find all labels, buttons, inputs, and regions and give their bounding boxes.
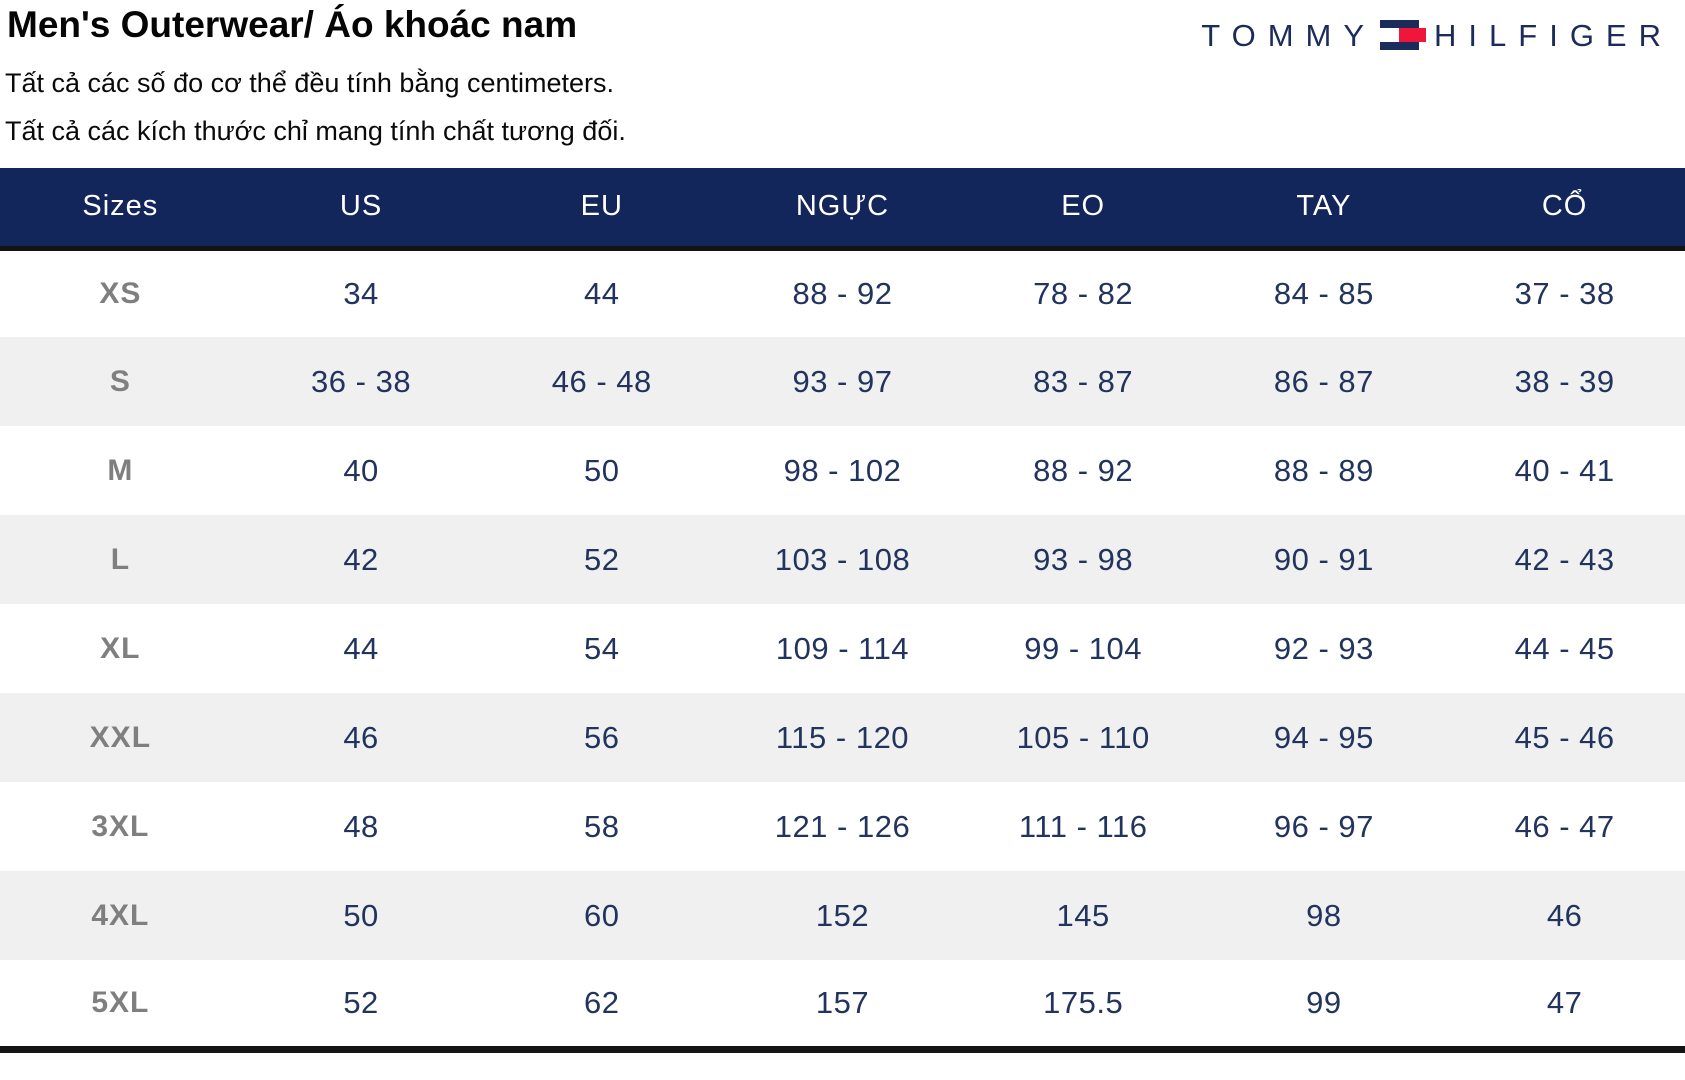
measurement-value: 44 - 45	[1514, 630, 1615, 666]
size-table-head: Sizes US EU NGỰC EO TAY CỔ	[0, 168, 1685, 248]
column-header-neck: CỔ	[1444, 168, 1685, 248]
table-row: 3XL 48 58 121 - 126 111 - 116 96 - 97 46 - 47	[0, 782, 1685, 871]
measurement-value: 88 - 92	[1033, 452, 1134, 488]
table-row: 4XL 50 60 152 145 98 46	[0, 871, 1685, 960]
measurement-value: 88 - 92	[792, 275, 893, 311]
brand-word-hilfiger: HILFIGER	[1434, 18, 1673, 53]
flag-white-block	[1380, 27, 1400, 42]
table-row: L 42 52 103 - 108 93 - 98 90 - 91 42 - 43	[0, 515, 1685, 604]
measurement-value: 44	[343, 630, 379, 666]
measurement-value: 46	[1546, 897, 1583, 933]
flag-bottom-bar	[1380, 41, 1420, 50]
table-row: XL 44 54 109 - 114 99 - 104 92 - 93 44 - 45	[0, 604, 1685, 693]
measurement-value: 46 - 47	[1514, 808, 1615, 844]
measurement-value: 83 - 87	[1033, 363, 1134, 399]
measurement-value: 48	[343, 808, 379, 844]
measurement-value: 93 - 98	[1033, 541, 1134, 577]
measurement-value: 54	[584, 630, 620, 666]
brand-logo: TOMMY HILFIGER	[1201, 18, 1673, 51]
brand-word-tommy: TOMMY	[1201, 18, 1377, 53]
flag-red-block	[1399, 27, 1427, 42]
table-row: S 36 - 38 46 - 48 93 - 97 83 - 87 86 - 87 38 -…	[0, 337, 1685, 426]
size-label: 4XL	[91, 898, 150, 932]
column-header-chest: NGỰC	[722, 168, 963, 248]
size-label: XL	[100, 631, 141, 665]
tommy-hilfiger-flag-icon	[1380, 19, 1427, 50]
measurement-value: 40	[343, 452, 379, 488]
measurement-value: 40 - 41	[1514, 452, 1615, 488]
column-header-sleeve: TAY	[1203, 168, 1445, 248]
table-row: 5XL 52 62 157 175.5 99 47	[0, 960, 1685, 1049]
size-label: L	[110, 542, 131, 576]
measurement-value: 98	[1306, 897, 1342, 933]
measurement-value: 145	[1056, 897, 1110, 933]
measurement-value: 50	[584, 452, 620, 488]
column-header-waist: EO	[962, 168, 1204, 248]
size-label: M	[107, 453, 134, 487]
size-label: XS	[99, 276, 142, 310]
size-table-body: XS 34 44 88 - 92 78 - 82 84 - 85 37 - 38 S 36 - …	[0, 248, 1685, 1049]
table-row: XS 34 44 88 - 92 78 - 82 84 - 85 37 - 38	[0, 248, 1685, 337]
measurement-value: 58	[584, 808, 620, 844]
measurement-value: 42 - 43	[1514, 541, 1615, 577]
measurement-value: 152	[815, 897, 870, 933]
measurement-value: 98 - 102	[783, 452, 902, 488]
measurement-value: 96 - 97	[1273, 808, 1374, 844]
measurement-value: 52	[584, 541, 620, 577]
size-label: 3XL	[91, 809, 150, 843]
measurement-value: 88 - 89	[1273, 452, 1374, 488]
measurement-value: 111 - 116	[1018, 808, 1148, 844]
measurement-value: 92 - 93	[1273, 630, 1374, 666]
column-header-eu: EU	[481, 168, 723, 248]
subtitle-approx-note: Tất cả các kích thước chỉ mang tính chất…	[5, 116, 626, 146]
measurement-value: 84 - 85	[1273, 275, 1374, 311]
measurement-value: 46	[343, 719, 379, 755]
header-row: Sizes US EU NGỰC EO TAY CỔ	[0, 168, 1685, 248]
measurement-value: 99	[1306, 984, 1342, 1020]
measurement-value: 157	[815, 984, 870, 1020]
measurement-value: 34	[343, 275, 379, 311]
table-row: XXL 46 56 115 - 120 105 - 110 94 - 95 45 - 46	[0, 693, 1685, 782]
column-header-sizes: Sizes	[0, 168, 241, 248]
measurement-value: 36 - 38	[311, 363, 412, 399]
measurement-value: 121 - 126	[774, 808, 911, 844]
subtitle-units-note: Tất cả các số đo cơ thể đều tính bằng ce…	[5, 68, 615, 98]
column-header-us: US	[240, 168, 482, 248]
measurement-value: 56	[584, 719, 620, 755]
size-label: XXL	[89, 720, 152, 754]
measurement-value: 78 - 82	[1033, 275, 1134, 311]
table-row: M 40 50 98 - 102 88 - 92 88 - 89 40 - 41	[0, 426, 1685, 515]
size-label: 5XL	[91, 985, 150, 1019]
measurement-value: 93 - 97	[792, 363, 893, 399]
measurement-value: 50	[343, 897, 379, 933]
measurement-value: 45 - 46	[1514, 719, 1615, 755]
measurement-value: 52	[343, 984, 379, 1020]
measurement-value: 38 - 39	[1514, 363, 1615, 399]
measurement-value: 37 - 38	[1514, 275, 1615, 311]
measurement-value: 175.5	[1043, 984, 1124, 1020]
measurement-value: 42	[343, 541, 379, 577]
measurement-value: 62	[584, 984, 620, 1020]
flag-top-bar	[1380, 19, 1420, 28]
measurement-value: 115 - 120	[775, 719, 910, 755]
measurement-value: 47	[1546, 984, 1583, 1020]
document-header: Men's Outerwear/ Áo khoác nam Tất cả các…	[0, 0, 1685, 168]
measurement-value: 46 - 48	[551, 363, 652, 399]
size-table-container: Sizes US EU NGỰC EO TAY CỔ XS 34 44 88 - 92…	[0, 168, 1685, 1053]
measurement-value: 105 - 110	[1016, 719, 1150, 755]
measurement-value: 99 - 104	[1024, 630, 1143, 666]
measurement-value: 103 - 108	[774, 541, 911, 577]
measurement-value: 60	[584, 897, 620, 933]
measurement-value: 109 - 114	[775, 630, 910, 666]
size-table: Sizes US EU NGỰC EO TAY CỔ XS 34 44 88 - 92…	[0, 168, 1685, 1053]
size-label: S	[109, 364, 131, 398]
measurement-value: 94 - 95	[1273, 719, 1374, 755]
page-title: Men's Outerwear/ Áo khoác nam	[7, 4, 578, 45]
measurement-value: 86 - 87	[1273, 363, 1374, 399]
measurement-value: 44	[584, 275, 620, 311]
measurement-value: 90 - 91	[1273, 541, 1374, 577]
